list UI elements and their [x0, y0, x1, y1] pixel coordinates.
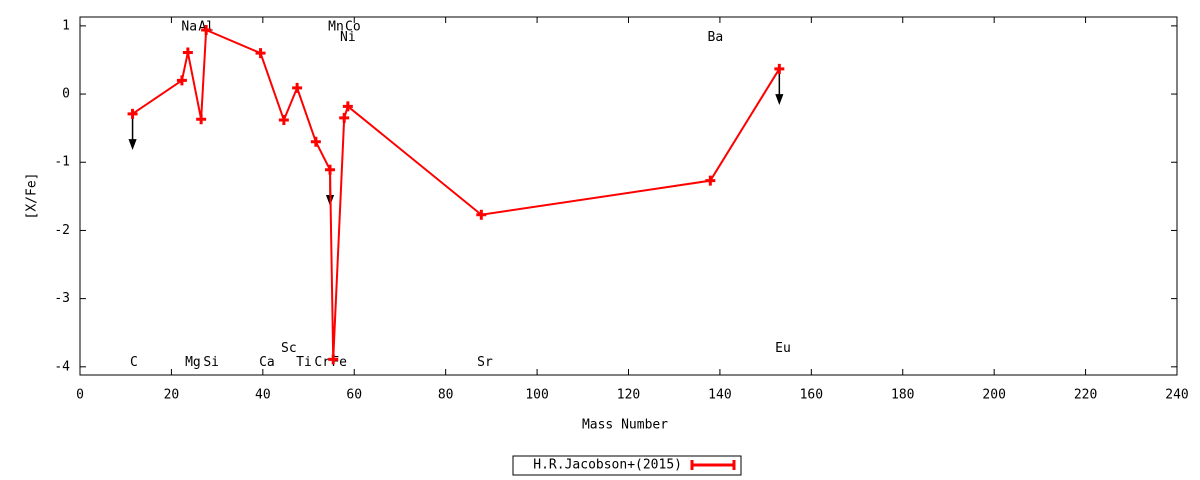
- data-point: [325, 164, 336, 175]
- element-label: Ca: [259, 355, 275, 370]
- data-point: [127, 108, 138, 119]
- data-point: [342, 101, 353, 112]
- data-point: [328, 354, 339, 365]
- data-point: [176, 75, 187, 86]
- x-tick-label: 80: [438, 388, 454, 403]
- y-axis-label: [X/Fe]: [25, 173, 40, 220]
- data-point: [255, 48, 266, 59]
- legend-box: [512, 455, 742, 476]
- element-label: Ti: [296, 355, 312, 370]
- element-label: Ni: [340, 30, 356, 45]
- data-point: [196, 114, 207, 125]
- element-label: Sr: [477, 355, 493, 370]
- element-label: Co: [345, 20, 361, 35]
- element-label: Mg: [185, 355, 201, 370]
- data-line: [132, 28, 781, 360]
- y-tick-label: 1: [62, 18, 70, 33]
- data-point: [339, 112, 350, 123]
- upper-limit-arrow: [128, 113, 137, 150]
- element-label: Mn: [328, 20, 344, 35]
- data-point: [774, 63, 785, 74]
- x-tick-label: 180: [891, 388, 914, 403]
- y-tick-label: -2: [54, 223, 70, 238]
- x-tick-label: 140: [708, 388, 731, 403]
- element-label: C: [130, 355, 138, 370]
- plot-frame: [79, 16, 1178, 376]
- x-tick-label: 100: [525, 388, 548, 403]
- y-tick-label: -4: [54, 359, 70, 374]
- y-tick-label: 0: [62, 87, 70, 102]
- element-label: Na: [181, 20, 197, 35]
- x-tick-label: 20: [164, 388, 180, 403]
- data-point: [182, 47, 193, 58]
- element-label: Eu: [775, 341, 791, 356]
- data-point: [292, 82, 303, 93]
- x-tick-label: 160: [800, 388, 823, 403]
- x-tick-label: 240: [1165, 388, 1188, 403]
- element-label: Cr: [314, 355, 330, 370]
- x-tick-label: 120: [617, 388, 640, 403]
- element-label: Si: [203, 355, 219, 370]
- data-point: [705, 175, 716, 186]
- x-tick-label: 40: [255, 388, 271, 403]
- x-tick-label: 0: [76, 388, 84, 403]
- y-tick-label: -3: [54, 291, 70, 306]
- legend-marker: [690, 460, 736, 470]
- legend-label: H.R.Jacobson+(2015): [533, 458, 682, 473]
- element-label: Ba: [708, 30, 724, 45]
- x-tick-label: 200: [982, 388, 1005, 403]
- x-axis-label: Mass Number: [582, 418, 668, 433]
- upper-limit-arrow: [775, 68, 784, 105]
- data-point: [476, 209, 487, 220]
- data-point: [310, 136, 321, 147]
- data-point: [278, 114, 289, 125]
- x-tick-label: 60: [346, 388, 362, 403]
- y-tick-label: -1: [54, 155, 70, 170]
- element-label: Sc: [281, 341, 297, 356]
- data-point: [201, 24, 212, 35]
- x-tick-label: 220: [1074, 388, 1097, 403]
